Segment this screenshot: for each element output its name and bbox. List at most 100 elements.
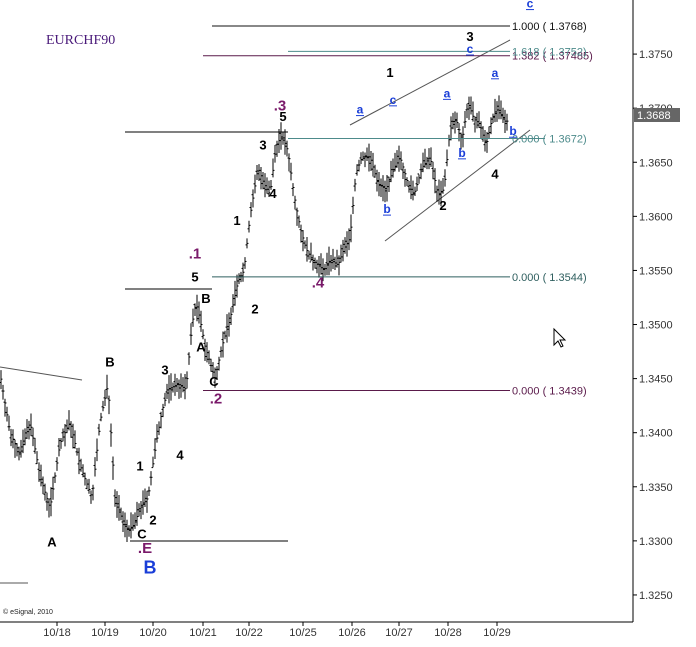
price-bar <box>323 263 327 276</box>
x-tick-label: 10/19 <box>91 627 119 639</box>
wave-label: B <box>144 557 157 577</box>
subwave-labels: a b c a b c a b c <box>356 0 534 216</box>
price-bar <box>131 514 135 531</box>
y-tick-label: 1.3550 <box>639 265 673 277</box>
price-bar <box>49 487 53 517</box>
price-bar <box>89 490 93 504</box>
price-bar <box>233 280 237 306</box>
price-bar <box>395 150 399 168</box>
wave-label: 4 <box>491 166 499 181</box>
last-price-label: 1.3688 <box>637 110 671 122</box>
fib-level-label: 0.000 ( 1.3439) <box>512 386 587 398</box>
price-bar <box>477 111 481 128</box>
price-bar <box>123 512 127 538</box>
x-tick-label: 10/18 <box>43 627 71 639</box>
price-bar <box>231 294 235 313</box>
price-bar <box>109 423 113 447</box>
wave-label: A <box>196 340 206 355</box>
price-bar <box>29 413 33 437</box>
price-bar <box>127 525 131 537</box>
price-bar <box>491 113 495 123</box>
price-bar <box>227 312 231 337</box>
y-tick-label: 1.3600 <box>639 211 673 223</box>
price-bar <box>353 178 357 192</box>
subwave-label: c <box>527 0 534 11</box>
x-tick-group: 10/18 10/19 10/20 10/21 10/22 10/25 10/26 10/27… <box>43 622 511 639</box>
price-bar <box>375 169 379 192</box>
price-bar <box>151 456 155 469</box>
subwave-label: b <box>458 146 465 160</box>
wave-label: 1 <box>233 213 240 228</box>
price-bar <box>319 253 323 275</box>
price-bar <box>327 246 331 276</box>
price-bar <box>95 438 99 462</box>
price-bar <box>449 116 453 141</box>
price-bar <box>437 179 441 205</box>
price-bar <box>73 430 77 449</box>
price-bar <box>221 331 225 358</box>
price-bar <box>107 395 111 415</box>
price-bar <box>409 175 413 200</box>
price-bar <box>459 132 463 150</box>
price-bar <box>61 428 65 442</box>
price-bar <box>35 451 39 465</box>
price-bar <box>215 366 219 379</box>
price-bar <box>373 164 377 178</box>
price-bar <box>261 172 265 190</box>
x-tick-label: 10/20 <box>139 627 167 639</box>
wave-label: 1 <box>386 65 393 80</box>
price-bar <box>485 131 489 153</box>
wave-label: C <box>137 527 147 542</box>
x-tick-label: 10/25 <box>289 627 317 639</box>
y-tick-label: 1.3350 <box>639 482 673 494</box>
price-bar <box>387 176 391 193</box>
price-bar <box>303 240 307 249</box>
copyright-text: © eSignal, 2010 <box>3 608 53 616</box>
price-bar <box>349 214 353 243</box>
price-bar <box>155 424 159 443</box>
fib-level-label: 1.000 ( 1.3768) <box>512 21 587 33</box>
price-bar <box>253 174 257 194</box>
wave-label: .2 <box>210 390 223 407</box>
price-bar <box>423 148 427 168</box>
price-bar <box>367 143 371 172</box>
price-bar <box>399 151 403 170</box>
y-tick-label: 1.3750 <box>639 49 673 61</box>
price-bar <box>31 427 35 447</box>
y-tick-group: 1.3250 1.3300 1.3350 1.3400 1.3450 1.3500 1.35… <box>633 49 673 602</box>
wave-label: 5 <box>279 109 286 124</box>
price-bar <box>317 255 321 278</box>
price-bar <box>489 117 493 135</box>
price-bar <box>183 374 187 400</box>
channel-lower-line <box>384 129 531 242</box>
price-bar <box>391 158 395 178</box>
wave-label: 2 <box>149 513 156 528</box>
price-bar <box>257 164 261 181</box>
price-bar <box>191 308 195 327</box>
price-bar <box>177 379 181 399</box>
price-bar <box>341 239 345 262</box>
price-bar <box>325 252 329 276</box>
price-bar <box>433 168 437 194</box>
price-bar <box>419 163 423 180</box>
price-bar <box>267 180 271 197</box>
wave-label: 3 <box>161 362 168 377</box>
price-bar <box>181 377 185 393</box>
price-bar <box>493 98 497 123</box>
price-bar <box>339 244 343 263</box>
price-bar <box>243 257 247 269</box>
price-bar <box>237 273 241 285</box>
wave-label: 3 <box>466 29 473 44</box>
price-bar <box>393 152 397 172</box>
wave-label: 2 <box>439 198 446 213</box>
price-bar <box>385 174 389 202</box>
price-bar <box>381 175 385 202</box>
price-bar <box>119 507 123 521</box>
fib-level-label: 0.000 ( 1.3544) <box>512 272 587 284</box>
price-bar <box>23 428 27 446</box>
wave-label: 5 <box>191 269 198 284</box>
price-bar <box>137 503 141 517</box>
subwave-label: c <box>467 42 474 56</box>
price-bar <box>343 237 347 254</box>
subwave-label: a <box>357 103 364 117</box>
